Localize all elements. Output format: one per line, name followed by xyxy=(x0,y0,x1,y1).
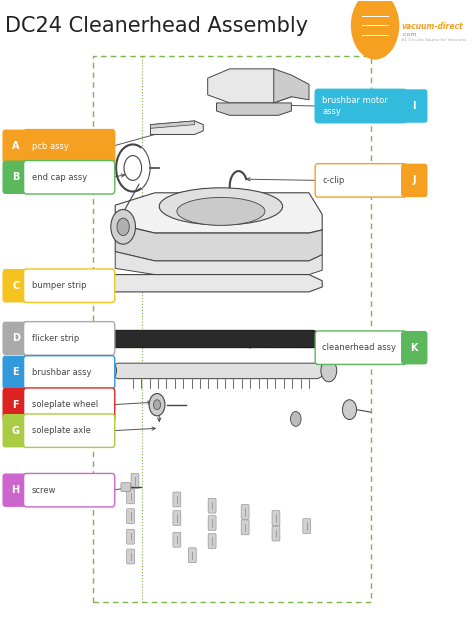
Polygon shape xyxy=(225,193,247,205)
FancyBboxPatch shape xyxy=(2,388,29,422)
Circle shape xyxy=(117,218,129,235)
FancyBboxPatch shape xyxy=(24,322,115,355)
FancyBboxPatch shape xyxy=(272,526,280,541)
FancyBboxPatch shape xyxy=(2,130,29,163)
Text: brushbar motor
assy: brushbar motor assy xyxy=(322,96,388,116)
Text: end cap assy: end cap assy xyxy=(32,173,87,182)
Polygon shape xyxy=(102,274,322,292)
Circle shape xyxy=(342,400,356,420)
FancyBboxPatch shape xyxy=(208,533,216,548)
Text: F: F xyxy=(12,400,19,410)
FancyBboxPatch shape xyxy=(127,509,135,524)
Text: D: D xyxy=(12,333,19,343)
Text: brushbar assy: brushbar assy xyxy=(32,368,91,377)
Text: E: E xyxy=(12,368,19,378)
FancyBboxPatch shape xyxy=(121,483,131,491)
FancyBboxPatch shape xyxy=(2,414,29,448)
Text: B: B xyxy=(12,172,19,183)
FancyBboxPatch shape xyxy=(24,161,115,194)
FancyBboxPatch shape xyxy=(127,529,135,544)
Text: flicker strip: flicker strip xyxy=(32,334,79,343)
Text: bumper strip: bumper strip xyxy=(32,281,86,290)
Text: soleplate axle: soleplate axle xyxy=(32,426,91,435)
Circle shape xyxy=(321,360,337,382)
FancyBboxPatch shape xyxy=(208,498,216,513)
FancyBboxPatch shape xyxy=(173,532,181,547)
Text: soleplate wheel: soleplate wheel xyxy=(32,400,98,409)
FancyBboxPatch shape xyxy=(24,414,115,448)
FancyBboxPatch shape xyxy=(272,510,280,525)
Circle shape xyxy=(154,400,161,410)
Polygon shape xyxy=(274,69,309,103)
Polygon shape xyxy=(102,330,327,348)
FancyBboxPatch shape xyxy=(2,356,29,389)
Text: H: H xyxy=(11,485,20,495)
Circle shape xyxy=(103,361,117,380)
Text: cleanerhead assy: cleanerhead assy xyxy=(322,343,396,352)
Circle shape xyxy=(111,209,136,244)
Text: vacuum-direct: vacuum-direct xyxy=(401,22,463,31)
Circle shape xyxy=(149,394,165,416)
FancyBboxPatch shape xyxy=(2,473,29,507)
Text: K: K xyxy=(410,343,418,353)
Text: .com: .com xyxy=(401,32,417,37)
Circle shape xyxy=(351,0,399,60)
Ellipse shape xyxy=(159,188,283,225)
FancyBboxPatch shape xyxy=(127,489,135,504)
Text: DC24 Cleanerhead Assembly: DC24 Cleanerhead Assembly xyxy=(5,16,308,36)
FancyBboxPatch shape xyxy=(24,473,115,507)
Polygon shape xyxy=(150,121,203,135)
FancyBboxPatch shape xyxy=(2,322,29,355)
FancyBboxPatch shape xyxy=(208,515,216,530)
FancyBboxPatch shape xyxy=(173,492,181,507)
Polygon shape xyxy=(150,121,194,129)
Text: #1 On Line Source for Vacuums: #1 On Line Source for Vacuums xyxy=(401,39,467,42)
FancyBboxPatch shape xyxy=(127,549,135,564)
Text: screw: screw xyxy=(32,486,56,495)
FancyBboxPatch shape xyxy=(241,504,249,519)
FancyBboxPatch shape xyxy=(241,520,249,535)
FancyBboxPatch shape xyxy=(315,164,406,197)
Text: A: A xyxy=(12,142,19,152)
Wedge shape xyxy=(133,148,150,188)
Text: J: J xyxy=(412,175,416,186)
FancyBboxPatch shape xyxy=(401,331,428,365)
Polygon shape xyxy=(115,252,322,274)
Circle shape xyxy=(291,412,301,427)
Text: pcb assy: pcb assy xyxy=(32,142,68,151)
FancyBboxPatch shape xyxy=(173,510,181,525)
FancyBboxPatch shape xyxy=(24,388,115,422)
Polygon shape xyxy=(208,69,292,103)
FancyBboxPatch shape xyxy=(303,519,311,533)
FancyBboxPatch shape xyxy=(24,130,115,163)
FancyBboxPatch shape xyxy=(24,356,115,389)
Text: I: I xyxy=(412,101,416,111)
FancyBboxPatch shape xyxy=(401,89,428,123)
Polygon shape xyxy=(109,363,327,379)
FancyBboxPatch shape xyxy=(315,89,406,123)
Text: c-clip: c-clip xyxy=(322,176,345,185)
FancyBboxPatch shape xyxy=(2,269,29,302)
FancyBboxPatch shape xyxy=(315,331,406,365)
FancyBboxPatch shape xyxy=(2,161,29,194)
FancyBboxPatch shape xyxy=(401,164,428,197)
Polygon shape xyxy=(217,103,292,116)
Polygon shape xyxy=(115,224,322,261)
FancyBboxPatch shape xyxy=(188,548,196,563)
FancyBboxPatch shape xyxy=(131,473,139,488)
Polygon shape xyxy=(115,193,322,233)
Text: G: G xyxy=(12,426,19,436)
Text: C: C xyxy=(12,281,19,291)
FancyBboxPatch shape xyxy=(24,269,115,302)
Ellipse shape xyxy=(177,197,265,225)
